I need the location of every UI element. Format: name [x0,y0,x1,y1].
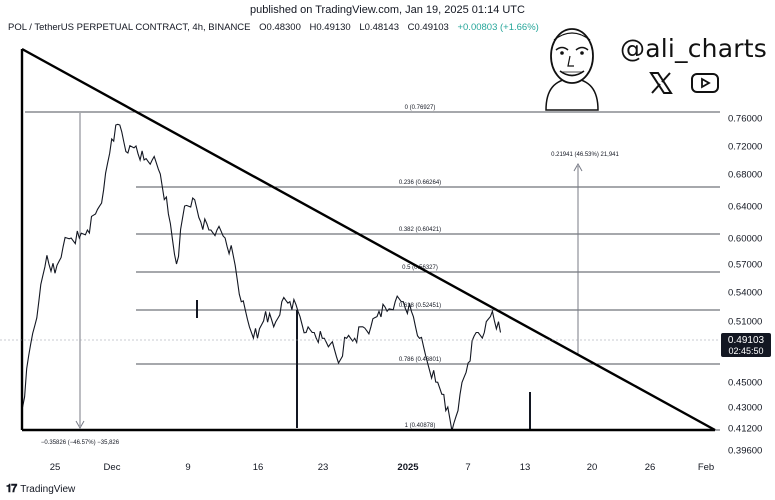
low-value: L0.48143 [359,22,399,33]
y-tick-label: 0.41200 [728,424,762,435]
fib-level-label: 0.236 (0.66264) [399,180,441,186]
tradingview-mark-icon: 𝟏𝟕 [6,483,17,495]
y-tick-label: 0.76000 [728,114,762,125]
x-tick-label: 20 [587,462,598,473]
x-tick-label: Dec [104,462,121,473]
fib-level-label: 1 (0.40878) [405,423,436,429]
y-tick-label: 0.45000 [728,378,762,389]
x-tick-label: 9 [185,462,190,473]
measure-up-label: 0.21941 (46.53%) 21,941 [551,152,619,158]
price-line [22,123,502,431]
close-value: C0.49103 [407,22,449,33]
x-tick-label: 23 [318,462,329,473]
y-tick-label: 0.64000 [728,202,762,213]
fib-level-label: 0.618 (0.52451) [399,303,441,309]
price-line-series [22,123,531,431]
x-tick-label: Feb [698,462,714,473]
avatar-illustration [545,28,599,111]
x-tick-label: 7 [465,462,470,473]
measure-down-label: −0.35826 (−46.57%) −35,826 [41,440,120,446]
current-price-value: 0.49103 [728,335,765,346]
y-tick-label: 0.57000 [728,260,762,271]
x-tick-label: 2025 [397,462,419,473]
author-handle: @ali_charts [620,34,767,63]
x-logo-icon[interactable] [648,70,674,96]
high-value: H0.49130 [309,22,351,33]
x-tick-label: 26 [645,462,656,473]
change-value: +0.00803 (+1.66%) [457,22,539,33]
price-range-measure: −0.35826 (−46.57%) −35,826 0.21941 (46.53… [41,113,620,446]
x-tick-label: 25 [50,462,61,473]
published-caption: published on TradingView.com, Jan 19, 20… [250,4,525,16]
x-tick-label: 16 [253,462,264,473]
y-tick-label: 0.60000 [728,234,762,245]
youtube-icon[interactable] [690,70,720,96]
current-price-box [721,333,771,357]
measure-down-arrow [75,420,85,430]
tradingview-logo[interactable]: 𝟏𝟕 TradingView [6,483,75,496]
tradingview-logo-text: TradingView [20,484,76,495]
bar-countdown: 02:45:50 [728,346,763,356]
fib-level-label: 0.786 (0.46801) [399,357,441,363]
y-tick-label: 0.68000 [728,170,762,181]
price-axis[interactable]: 0.76000 0.72000 0.68000 0.64000 0.60000 0.570… [728,114,762,457]
triangle-resistance-line [21,47,716,432]
y-tick-label: 0.54000 [728,288,762,299]
y-tick-label: 0.51000 [728,317,762,328]
measure-up-arrow [573,162,583,172]
y-tick-label: 0.39600 [728,446,762,457]
time-axis[interactable]: 25 Dec 9 16 23 2025 7 13 20 26 Feb [50,462,714,473]
x-tick-label: 13 [520,462,531,473]
descending-triangle[interactable] [20,47,716,432]
symbol-info-bar: POL / TetherUS PERPETUAL CONTRACT, 4h, B… [8,22,545,33]
y-tick-label: 0.72000 [728,142,762,153]
open-value: O0.48300 [259,22,301,33]
fib-level-label: 0.382 (0.60421) [399,227,441,233]
symbol-title[interactable]: POL / TetherUS PERPETUAL CONTRACT, 4h, B… [8,22,251,33]
author-branding: @ali_charts [532,20,767,112]
y-tick-label: 0.43000 [728,403,762,414]
fib-level-label: 0 (0.76927) [405,105,436,111]
